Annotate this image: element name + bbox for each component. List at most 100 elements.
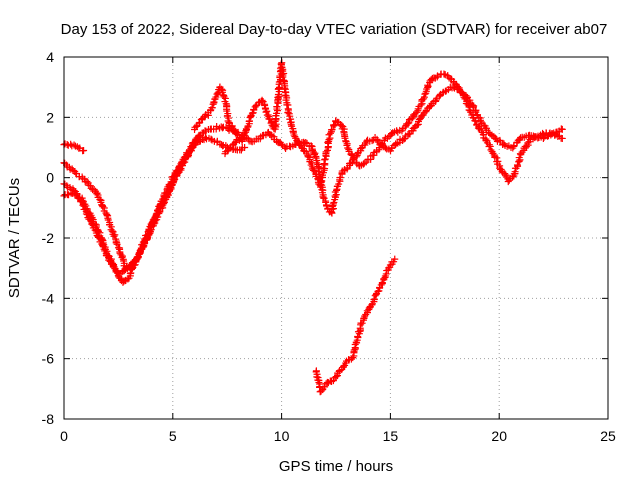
marker [232, 129, 240, 137]
x-tick-label: 5 [169, 428, 177, 444]
marker [373, 136, 381, 144]
data-markers [60, 59, 566, 396]
marker [283, 101, 291, 109]
marker [353, 150, 361, 158]
marker [496, 164, 504, 172]
y-tick-label: -8 [42, 411, 55, 427]
marker [214, 89, 222, 97]
y-tick-label: -4 [42, 290, 55, 306]
marker [406, 130, 414, 138]
marker [258, 96, 266, 104]
marker [352, 153, 360, 161]
marker [329, 377, 337, 385]
marker [245, 117, 253, 125]
marker [326, 129, 334, 137]
marker [332, 373, 340, 381]
marker [322, 148, 330, 156]
marker [70, 141, 78, 149]
marker [291, 133, 299, 141]
marker [193, 135, 201, 143]
marker [404, 120, 412, 128]
marker [413, 108, 421, 116]
marker [417, 101, 425, 109]
marker [540, 134, 548, 142]
marker [413, 121, 421, 129]
marker [179, 159, 187, 167]
marker [154, 213, 162, 221]
marker [88, 220, 96, 228]
x-tick-label: 25 [600, 428, 616, 444]
y-tick-label: -2 [42, 230, 55, 246]
marker [93, 190, 101, 198]
marker [163, 192, 171, 200]
marker [531, 133, 539, 141]
marker [313, 373, 321, 381]
marker [82, 210, 90, 218]
marker [160, 200, 168, 208]
y-tick-label: 4 [46, 49, 54, 65]
chart-title: Day 153 of 2022, Sidereal Day-to-day VTE… [61, 21, 608, 38]
marker [349, 354, 357, 362]
marker [529, 132, 537, 140]
marker [516, 150, 524, 158]
marker [409, 114, 417, 122]
series-trace-e [191, 59, 566, 191]
marker [100, 245, 108, 253]
marker [501, 170, 509, 178]
marker [558, 134, 566, 142]
marker [321, 383, 329, 391]
marker [280, 69, 288, 77]
marker [128, 259, 136, 267]
marker [208, 104, 216, 112]
marker [80, 147, 88, 155]
marker [220, 93, 228, 101]
marker [195, 119, 203, 127]
marker [313, 159, 321, 167]
marker [284, 109, 292, 117]
x-tick-label: 0 [60, 428, 68, 444]
y-tick-label: 0 [46, 170, 54, 186]
marker [127, 269, 135, 277]
marker [344, 144, 352, 152]
x-axis-label: GPS time / hours [279, 458, 393, 475]
marker [151, 217, 159, 225]
marker [302, 138, 310, 146]
marker [218, 85, 226, 93]
marker [328, 126, 336, 134]
marker [558, 125, 566, 133]
series-trace-f [221, 83, 566, 217]
marker [386, 261, 394, 269]
axis-ticks: 0 5 10 15 20 25 -8 -6 -4 -2 0 2 4 [42, 49, 616, 444]
marker [477, 116, 485, 124]
y-tick-label: -6 [42, 351, 55, 367]
marker [321, 156, 329, 164]
marker [319, 193, 327, 201]
marker [87, 184, 95, 192]
marker [273, 103, 281, 111]
marker [400, 135, 408, 143]
x-tick-label: 20 [491, 428, 507, 444]
y-axis-label: SDTVAR / TECUs [6, 178, 23, 298]
marker [113, 240, 121, 248]
x-tick-label: 15 [383, 428, 399, 444]
marker [472, 117, 480, 125]
marker [90, 185, 98, 193]
marker [370, 295, 378, 303]
marker [281, 84, 289, 92]
marker [196, 118, 204, 126]
marker [332, 117, 340, 125]
marker [523, 143, 531, 151]
marker [486, 142, 494, 150]
marker [94, 233, 102, 241]
marker [279, 73, 287, 81]
series-trace-c [60, 131, 203, 278]
marker [99, 203, 107, 211]
marker [91, 226, 99, 234]
marker [405, 119, 413, 127]
y-tick-label: 2 [46, 109, 54, 125]
series-trace-g [312, 255, 399, 396]
marker [391, 255, 399, 263]
marker [79, 201, 87, 209]
marker [83, 177, 91, 185]
